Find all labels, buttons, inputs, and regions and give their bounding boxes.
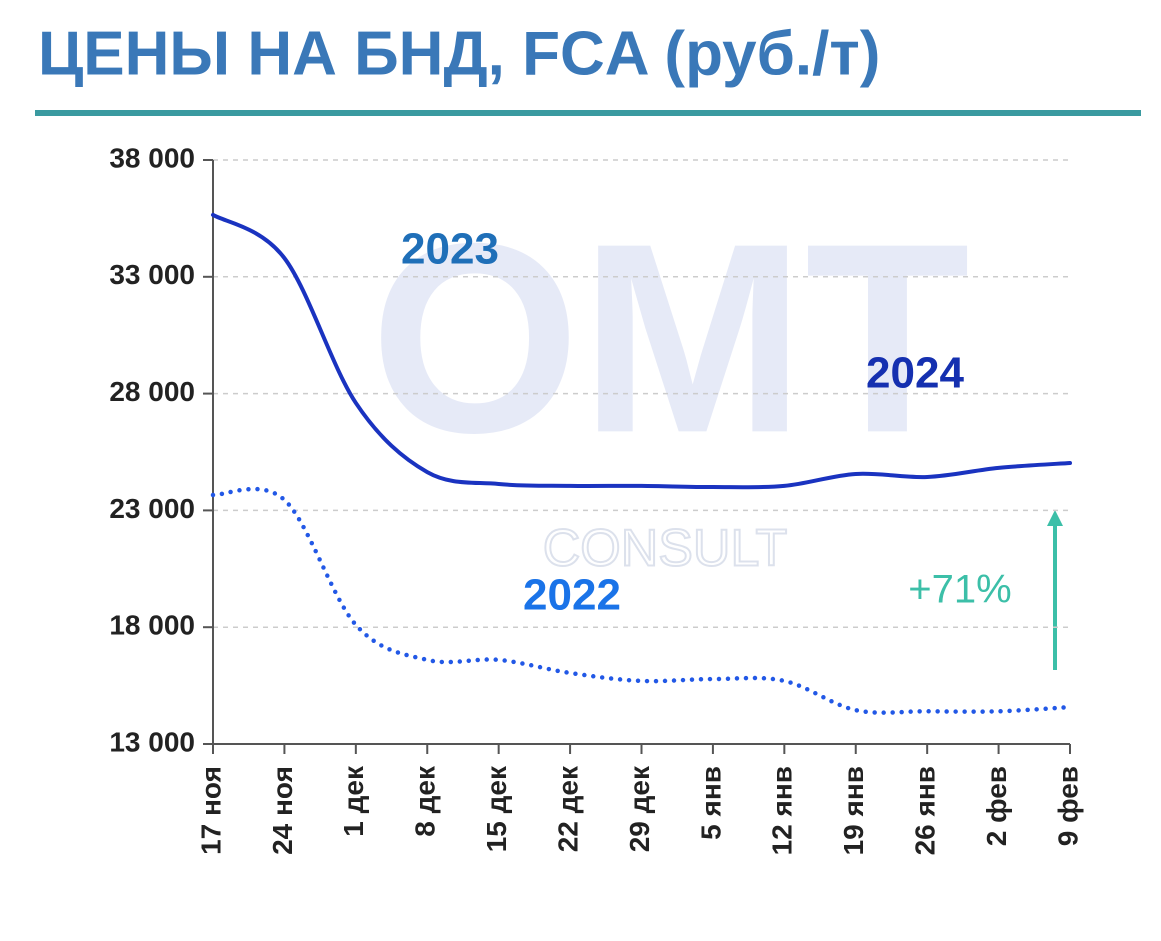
- x-tick-label: 29 дек: [624, 765, 655, 852]
- x-tick-label: 22 дек: [552, 765, 583, 852]
- x-tick-label: 9 фев: [1052, 766, 1083, 846]
- y-tick-label: 38 000: [109, 142, 195, 173]
- x-tick-label: 15 дек: [481, 765, 512, 852]
- annotation: 2024: [866, 349, 964, 398]
- line-series: [211, 212, 1072, 490]
- x-tick-label: 8 дек: [410, 765, 441, 837]
- series-label: 2023: [401, 225, 499, 274]
- watermark: OMT: [370, 188, 970, 489]
- x-tick-label: 1 дек: [338, 765, 369, 837]
- x-tick-label: 12 янв: [767, 766, 798, 855]
- x-tick-label: 5 янв: [695, 766, 726, 840]
- x-tick-label: 26 янв: [910, 766, 941, 855]
- y-tick-label: 23 000: [109, 493, 195, 524]
- title-rule: [35, 110, 1141, 116]
- arrow-head: [1047, 510, 1063, 526]
- series-label: 2022: [523, 571, 621, 620]
- y-tick-label: 13 000: [109, 726, 195, 757]
- chart-title: ЦЕНЫ НА БНД, FCA (руб./т): [38, 19, 880, 88]
- y-tick-label: 33 000: [109, 259, 195, 290]
- y-tick-label: 28 000: [109, 376, 195, 407]
- x-tick-label: 24 ноя: [267, 766, 298, 855]
- watermark: CONSULT: [543, 520, 788, 578]
- y-tick-label: 18 000: [109, 610, 195, 641]
- line-series: [210, 486, 1073, 715]
- x-tick-label: 19 янв: [838, 766, 869, 855]
- annotation: +71%: [908, 568, 1011, 612]
- x-tick-label: 17 ноя: [195, 766, 226, 855]
- x-tick-label: 2 фев: [981, 766, 1012, 846]
